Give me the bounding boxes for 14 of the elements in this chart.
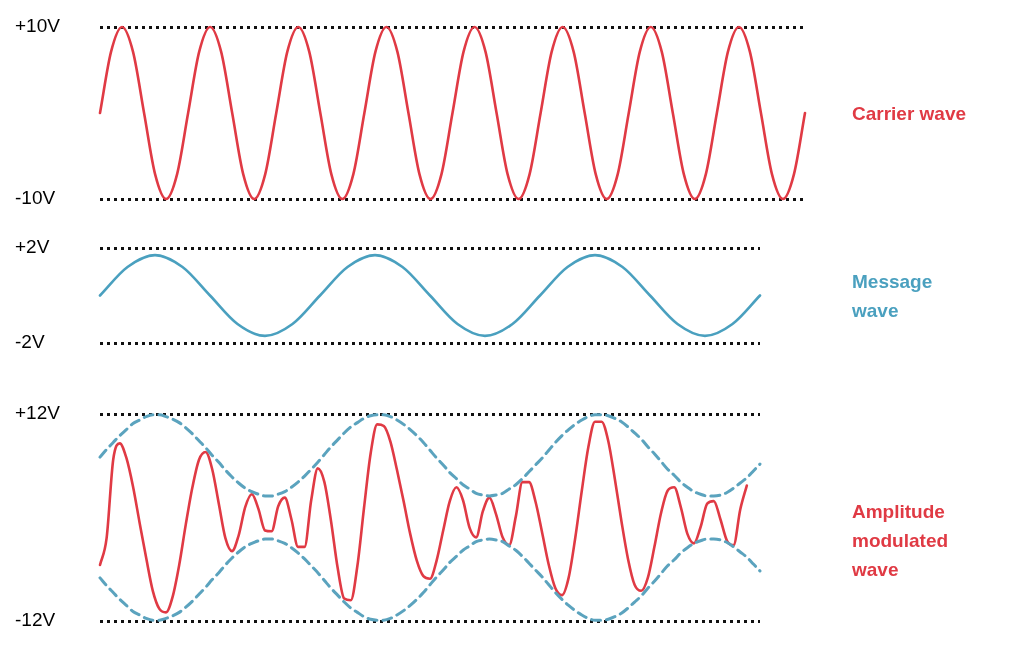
line-series [98, 25, 807, 201]
y-tick-label: -2V [15, 331, 45, 353]
y-tick-label: -10V [15, 187, 56, 209]
line-series [98, 420, 749, 614]
text: Message wave [852, 269, 934, 323]
line-series [98, 537, 762, 622]
y-tick-label: +10V [15, 15, 61, 37]
y-tick-label: +2V [15, 236, 50, 258]
y-tick-label: -12V [15, 609, 56, 631]
line-series [98, 413, 762, 498]
y-tick-label: +12V [15, 402, 61, 424]
text: Carrier wave [852, 101, 968, 126]
line-series [98, 253, 762, 338]
text: Amplitude modulated wave [852, 499, 950, 581]
